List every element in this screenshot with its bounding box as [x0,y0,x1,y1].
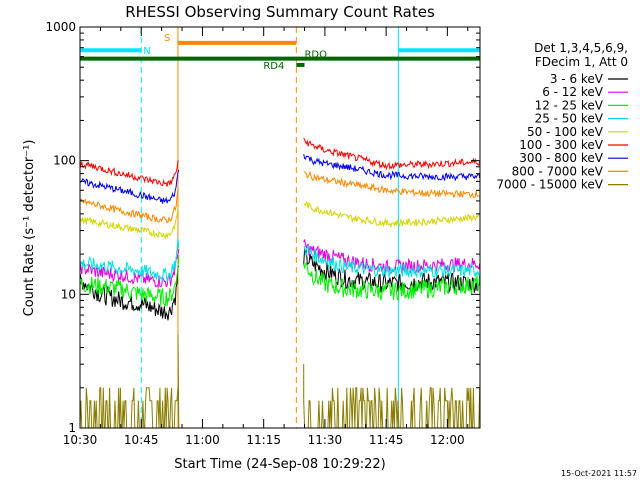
bar-label-s: S [164,33,170,44]
series-800-7000-kev-segment-0 [79,189,179,224]
x-tick-label: 11:15 [246,433,281,447]
series-12-25-kev-segment-0 [79,255,180,307]
plot-lines: N S RD4 RDO [79,27,481,429]
series-25-50-kev-segment-1 [303,244,481,279]
series-100-300-kev-segment-0 [79,160,179,187]
legend: Det 1,3,4,5,6,9, FDecim 1, Att 0 3 - 6 k… [496,41,628,192]
plot-frame: 10:30 10:45 11:00 11:15 11:30 11:45 12:00 1 10 10… [45,20,481,447]
series-12-25-kev-segment-1 [303,261,481,302]
legend-label-300-800-kev: 300 - 800 keV [519,151,603,165]
series-7000-15000-kev-segment-0 [79,334,180,429]
legend-label-100-300-kev: 100 - 300 keV [519,138,603,152]
x-tick-label: 11:45 [369,433,404,447]
x-tick-label: 10:45 [124,433,159,447]
legend-header-line-1: Det 1,3,4,5,6,9, [534,41,628,55]
legend-label-25-50-kev: 25 - 50 keV [535,112,604,126]
series-300-800-kev-segment-0 [79,169,180,204]
series-300-800-kev-segment-1 [303,153,481,182]
y-tick-label: 1 [68,421,76,435]
series-800-7000-kev-segment-1 [303,170,480,199]
legend-label-800-7000-kev: 800 - 7000 keV [512,164,604,178]
series-50-100-kev-segment-0 [79,205,180,240]
x-axis-label: Start Time (24-Sep-08 10:29:22) [174,457,385,472]
x-tick-label: 11:30 [308,433,343,447]
bar-label-rdo: RDO [304,50,327,61]
series-100-300-kev-segment-1 [303,137,481,171]
y-tick-label: 10 [61,287,76,301]
chart-title: RHESSI Observing Summary Count Rates [125,3,435,21]
footer-timestamp: 15-Oct-2021 11:57 [561,469,637,478]
x-tick-label: 12:00 [430,433,465,447]
legend-label-50-100-kev: 50 - 100 keV [527,125,604,139]
x-tick-label: 10:30 [63,433,98,447]
legend-label-12-25-kev: 12 - 25 keV [535,98,604,112]
plot-border [79,26,481,429]
y-tick-label: 1000 [45,20,76,34]
series-25-50-kev-segment-0 [79,238,180,284]
series-3-6-kev-segment-0 [79,265,180,321]
legend-label-6-12-kev: 6 - 12 keV [542,85,604,99]
y-tick-label: 100 [53,154,76,168]
legend-label-7000-15000-kev: 7000 - 15000 keV [496,178,603,192]
legend-label-3-6-kev: 3 - 6 keV [550,72,604,86]
x-tick-label: 11:00 [185,433,220,447]
y-axis-label: Count Rate (s⁻¹ detector⁻¹) [22,140,37,317]
legend-header-line-2: FDecim 1, Att 0 [535,55,628,69]
series-50-100-kev-segment-1 [303,200,481,229]
bar-label-rd4: RD4 [263,61,284,72]
bar-label-n: N [143,46,150,57]
series-7000-15000-kev-segment-1 [303,364,481,429]
